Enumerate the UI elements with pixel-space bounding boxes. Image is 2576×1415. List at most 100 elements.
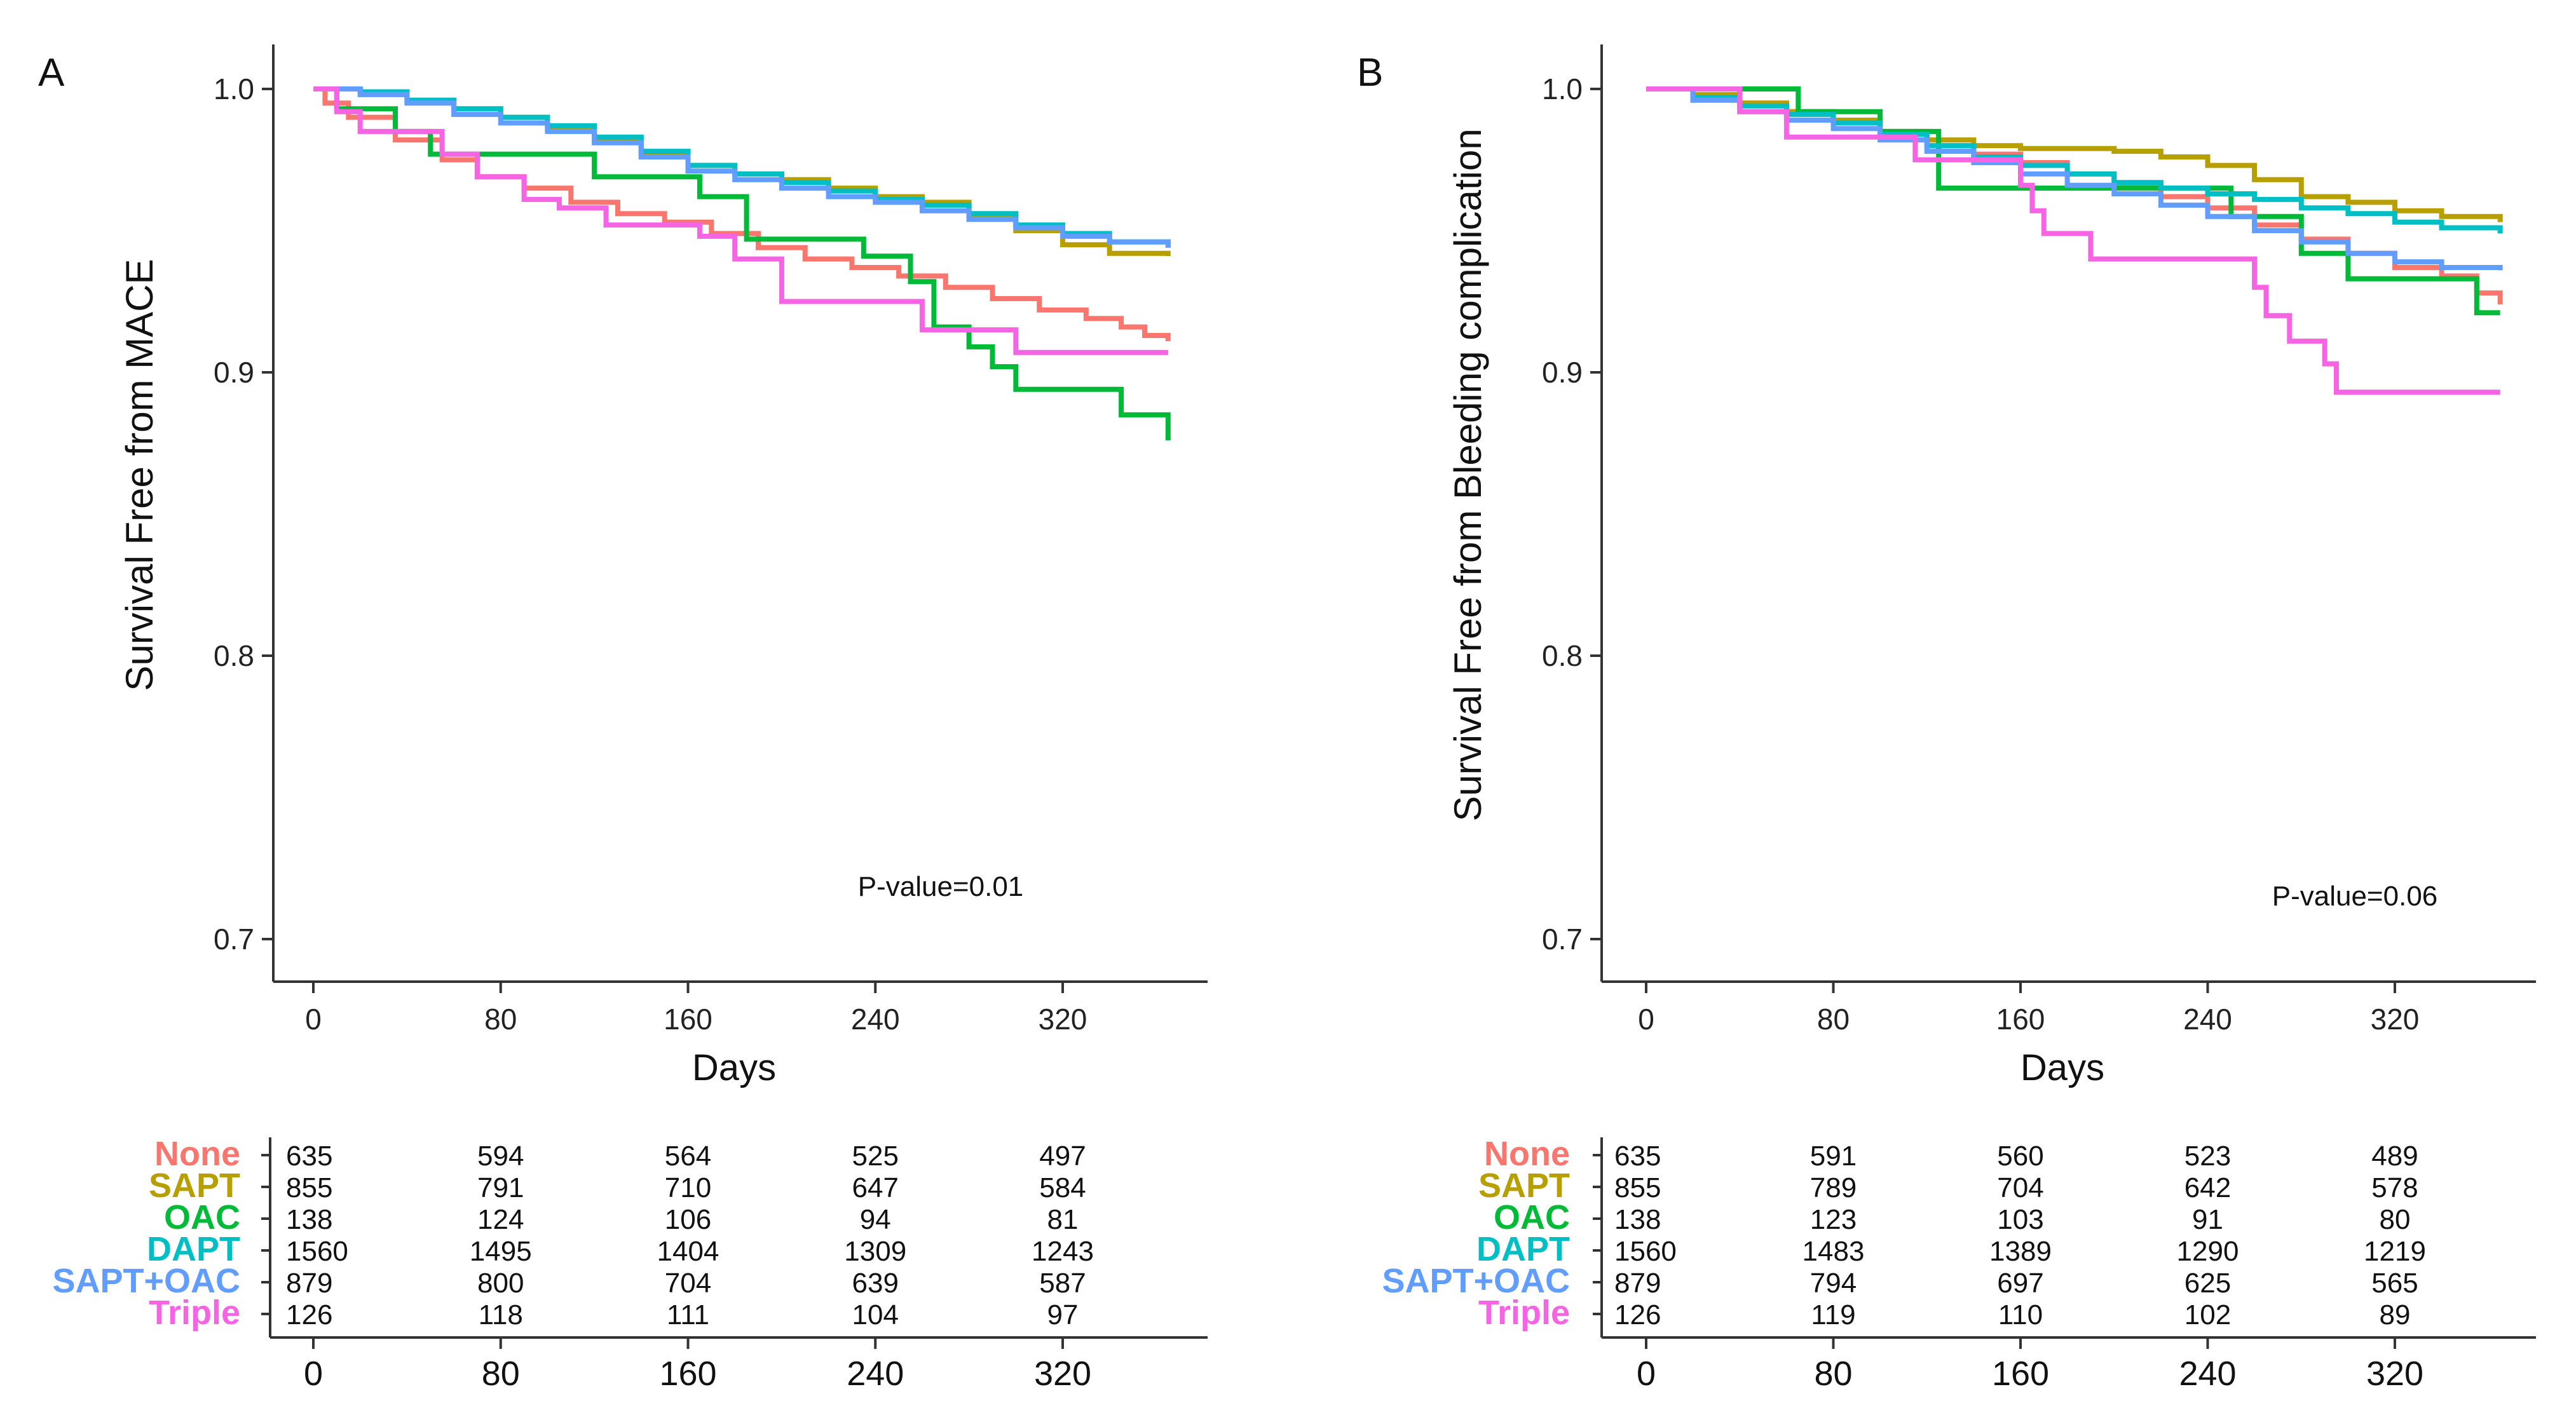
risk-count: 91 xyxy=(2192,1204,2223,1235)
risk-count: 642 xyxy=(2184,1172,2231,1203)
x-tick-label: 80 xyxy=(1817,1003,1850,1036)
risk-row-label: SAPT xyxy=(149,1167,240,1205)
risk-count: 525 xyxy=(852,1141,899,1172)
series-line-none xyxy=(313,86,1171,341)
y-tick-label: 0.8 xyxy=(214,639,254,672)
risk-count: 879 xyxy=(286,1268,332,1299)
risk-row-label: None xyxy=(1484,1135,1570,1173)
risk-count: 1389 xyxy=(1989,1236,2052,1267)
risk-count: 110 xyxy=(1998,1299,2043,1330)
risk-count: 138 xyxy=(1614,1204,1661,1235)
p-value-annotation: P-value=0.06 xyxy=(2272,881,2438,912)
risk-count: 584 xyxy=(1039,1172,1086,1203)
risk-count: 1243 xyxy=(1032,1236,1094,1267)
x-tick-label: 320 xyxy=(2371,1003,2420,1036)
series-line-sapt-oac xyxy=(313,86,1171,248)
risk-count: 126 xyxy=(1614,1299,1661,1330)
x-tick-label: 240 xyxy=(2183,1003,2232,1036)
risk-count: 119 xyxy=(1811,1299,1855,1330)
risk-count: 587 xyxy=(1039,1268,1086,1299)
risk-count: 1483 xyxy=(1803,1236,1865,1267)
y-tick-label: 0.8 xyxy=(1542,639,1583,672)
risk-count: 123 xyxy=(1810,1204,1857,1235)
risk-row-label: None xyxy=(154,1135,240,1173)
risk-count: 1290 xyxy=(2177,1236,2239,1267)
series-line-triple xyxy=(1646,86,2500,395)
risk-x-tick-label: 320 xyxy=(1034,1355,1091,1393)
risk-x-tick-label: 160 xyxy=(659,1355,716,1393)
x-tick-label: 320 xyxy=(1039,1003,1087,1036)
risk-count: 647 xyxy=(852,1172,899,1203)
risk-count: 855 xyxy=(286,1172,332,1203)
risk-row-label: SAPT+OAC xyxy=(1382,1262,1570,1300)
risk-row-label: DAPT xyxy=(147,1230,240,1268)
y-tick-label: 0.9 xyxy=(1542,356,1583,389)
risk-count: 97 xyxy=(1047,1299,1079,1330)
series-line-none xyxy=(1646,86,2503,304)
risk-count: 126 xyxy=(286,1299,332,1330)
risk-count: 1404 xyxy=(657,1236,719,1267)
y-tick-label: 1.0 xyxy=(214,72,254,105)
x-tick-label: 160 xyxy=(1996,1003,2045,1036)
series-line-sapt xyxy=(1646,86,2503,222)
risk-row-label: SAPT+OAC xyxy=(52,1262,240,1300)
risk-count: 1560 xyxy=(1614,1236,1677,1267)
risk-count: 564 xyxy=(665,1141,711,1172)
risk-count: 639 xyxy=(852,1268,899,1299)
risk-count: 489 xyxy=(2371,1141,2418,1172)
risk-count: 81 xyxy=(1047,1204,1079,1235)
risk-count: 879 xyxy=(1614,1268,1661,1299)
risk-x-tick-label: 240 xyxy=(847,1355,904,1393)
risk-count: 104 xyxy=(852,1299,899,1330)
risk-count: 124 xyxy=(477,1204,524,1235)
panel-letter: B xyxy=(1357,51,1383,95)
risk-count: 1495 xyxy=(470,1236,532,1267)
series-line-sapt-oac xyxy=(1646,86,2503,271)
risk-count: 1219 xyxy=(2364,1236,2426,1267)
y-tick-label: 1.0 xyxy=(1542,72,1583,105)
risk-count: 523 xyxy=(2184,1141,2231,1172)
risk-table: None 635 594 564 525 497 SAPT 855 791 710 647 584 OA… xyxy=(52,1135,1208,1393)
risk-count: 560 xyxy=(1997,1141,2043,1172)
risk-count: 94 xyxy=(860,1204,891,1235)
risk-row-label: OAC xyxy=(1494,1198,1570,1236)
x-tick-label: 80 xyxy=(484,1003,517,1036)
risk-x-tick-label: 80 xyxy=(1814,1355,1852,1393)
risk-count: 635 xyxy=(286,1141,332,1172)
risk-count: 697 xyxy=(1997,1268,2043,1299)
risk-row-label: Triple xyxy=(149,1294,240,1332)
y-axis-title: Survival Free from MACE xyxy=(118,259,161,691)
x-axis-title: Days xyxy=(692,1047,776,1088)
risk-count: 1560 xyxy=(286,1236,348,1267)
y-tick-label: 0.7 xyxy=(1542,923,1583,956)
risk-count: 118 xyxy=(479,1299,523,1330)
risk-count: 855 xyxy=(1614,1172,1661,1203)
risk-count: 89 xyxy=(2380,1299,2411,1330)
risk-count: 794 xyxy=(1810,1268,1857,1299)
risk-count: 704 xyxy=(1997,1172,2043,1203)
x-tick-label: 0 xyxy=(1638,1003,1654,1036)
risk-count: 710 xyxy=(665,1172,711,1203)
risk-x-tick-label: 320 xyxy=(2366,1355,2423,1393)
p-value-annotation: P-value=0.01 xyxy=(858,871,1024,902)
series-line-triple xyxy=(313,86,1168,355)
risk-count: 497 xyxy=(1039,1141,1086,1172)
risk-count: 704 xyxy=(665,1268,711,1299)
risk-x-tick-label: 80 xyxy=(482,1355,520,1393)
risk-row-label: OAC xyxy=(164,1198,240,1236)
risk-count: 103 xyxy=(1997,1204,2043,1235)
y-tick-label: 0.7 xyxy=(214,923,254,956)
panel-letter: A xyxy=(38,51,65,95)
risk-count: 594 xyxy=(477,1141,524,1172)
risk-count: 591 xyxy=(1810,1141,1857,1172)
panel-b: B 0.7 0.8 0.9 1.0 0 80 160 240 320 Days Survival Fr… xyxy=(1357,44,2536,1393)
risk-x-tick-label: 0 xyxy=(304,1355,323,1393)
risk-count: 106 xyxy=(665,1204,711,1235)
series-line-dapt xyxy=(313,86,1171,248)
risk-x-tick-label: 160 xyxy=(1992,1355,2049,1393)
risk-count: 635 xyxy=(1614,1141,1661,1172)
risk-x-tick-label: 240 xyxy=(2179,1355,2236,1393)
risk-count: 578 xyxy=(2371,1172,2418,1203)
risk-count: 111 xyxy=(667,1299,709,1330)
